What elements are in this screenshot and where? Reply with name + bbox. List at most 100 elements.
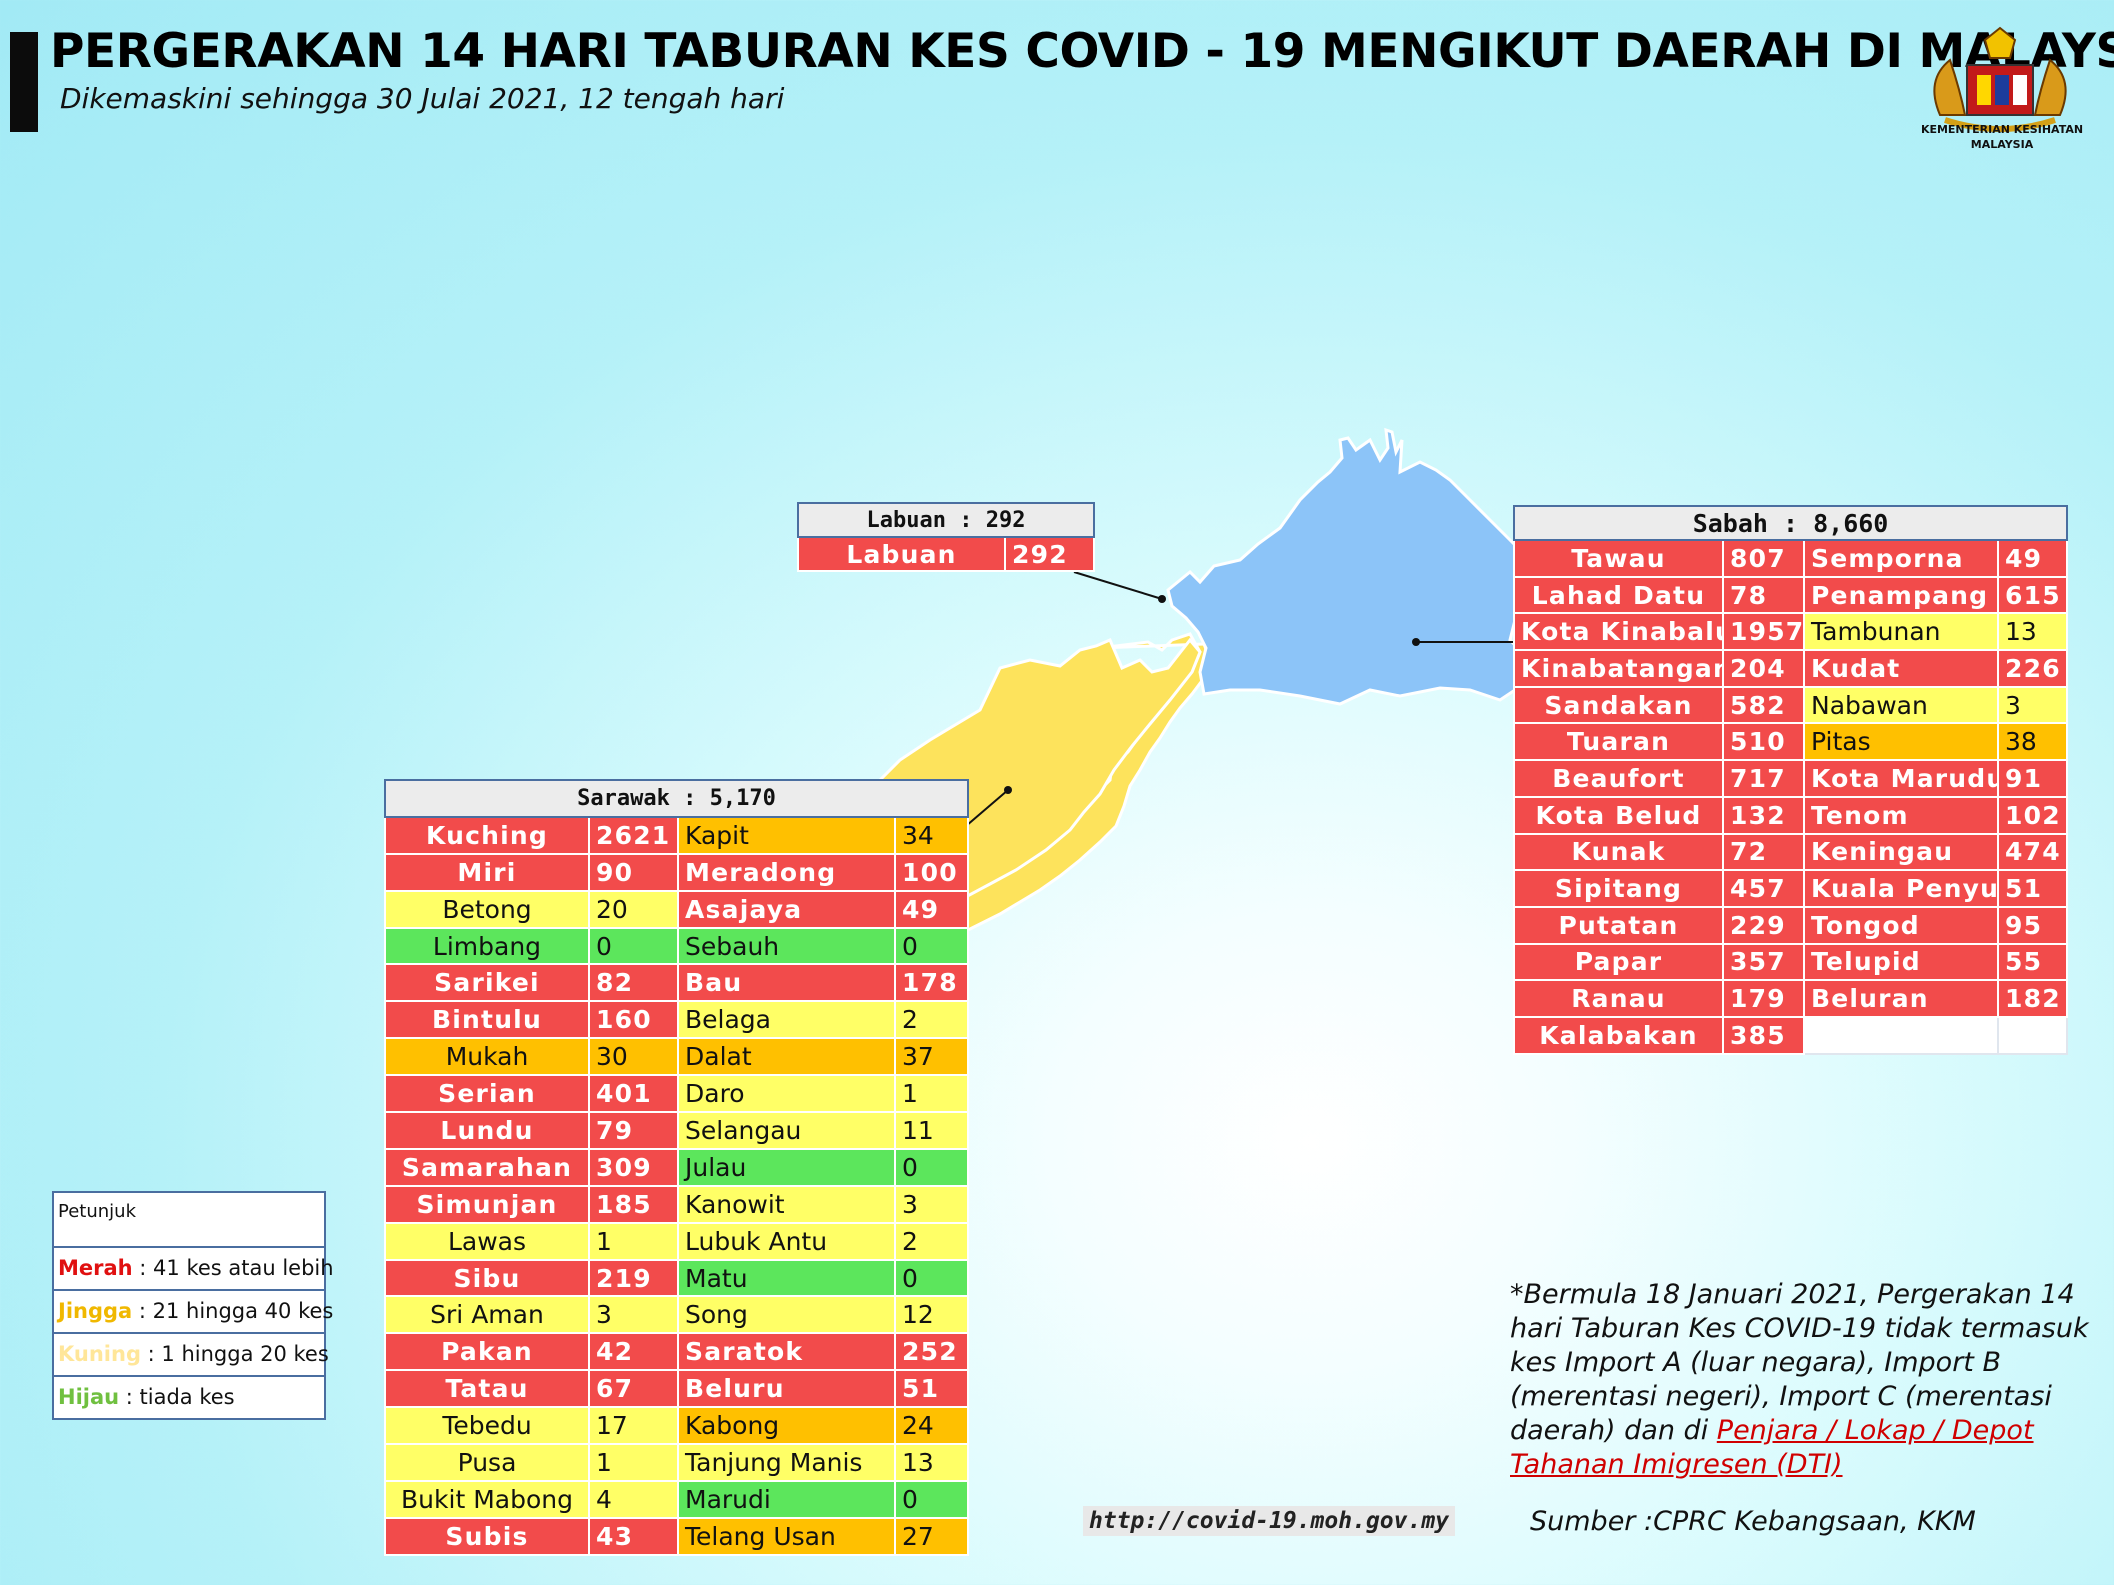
case-count: 30 — [588, 1037, 679, 1077]
case-count: 3 — [894, 1184, 969, 1224]
district-name: Sri Aman — [384, 1295, 590, 1335]
district-name: Tawau — [1513, 539, 1724, 578]
case-count: 0 — [894, 926, 969, 966]
district-name: Kudat — [1803, 649, 1999, 688]
case-count: 182 — [1996, 979, 2069, 1018]
footnote-link[interactable]: Penjara / Lokap / Depot Tahanan Imigrese… — [1510, 1415, 2034, 1480]
legend-item: Merah : 41 kes atau lebih — [54, 1246, 334, 1289]
case-count: 178 — [894, 963, 969, 1003]
table-row: Putatan 229 Tongod 95 — [1513, 905, 2069, 945]
case-count: 2 — [894, 1221, 969, 1261]
case-count: 204 — [1722, 649, 1805, 688]
district-name: Sarikei — [384, 963, 590, 1003]
labuan-marker — [1158, 595, 1166, 603]
case-count: 37 — [894, 1037, 969, 1077]
table-row: Tebedu 17 Kabong 24 — [384, 1406, 969, 1446]
case-count: 292 — [1003, 536, 1096, 572]
table-row: Serian 401 Daro 1 — [384, 1074, 969, 1114]
case-count: 51 — [1996, 869, 2069, 908]
title-accent-bar — [10, 32, 38, 132]
district-name: Telang Usan — [677, 1516, 896, 1556]
district-name: Marudi — [677, 1479, 896, 1519]
case-count: 807 — [1722, 539, 1805, 578]
case-count: 1 — [588, 1221, 679, 1261]
empty-cell — [1996, 1015, 2069, 1055]
district-name: Tenom — [1803, 795, 1999, 835]
district-name: Kanowit — [677, 1184, 896, 1224]
legend-color-label: Kuning — [58, 1342, 141, 1366]
page-title: PERGERAKAN 14 HARI TABURAN KES COVID - 1… — [50, 24, 2114, 79]
case-count: 185 — [588, 1184, 679, 1224]
case-count: 2621 — [588, 815, 679, 855]
district-name: Kalabakan — [1513, 1015, 1724, 1055]
table-row: Kota Belud 132 Tenom 102 — [1513, 795, 2069, 835]
district-name: Kapit — [677, 815, 896, 855]
case-count: 11 — [894, 1111, 969, 1150]
table-row: Kuching 2621 Kapit 34 — [384, 815, 969, 855]
case-count: 457 — [1722, 869, 1805, 908]
table-row: Miri 90 Meradong 100 — [384, 852, 969, 892]
district-name: Pitas — [1803, 722, 1999, 762]
legend-color-label: Jingga — [58, 1299, 133, 1323]
case-count: 0 — [894, 1147, 969, 1187]
legend-color-label: Hijau — [58, 1385, 120, 1409]
district-name: Tuaran — [1513, 722, 1724, 762]
district-name: Belaga — [677, 1000, 896, 1040]
case-count: 82 — [588, 963, 679, 1003]
district-name: Asajaya — [677, 889, 896, 929]
website-url[interactable]: http://covid-19.moh.gov.my — [1083, 1506, 1456, 1536]
table-row: Kota Kinabalu 1957 Tambunan 13 — [1513, 612, 2069, 652]
sabah-table-header: Sabah : 8,660 — [1512, 505, 2069, 541]
legend-color-label: Merah — [58, 1256, 133, 1280]
case-count: 49 — [894, 889, 969, 929]
legend-description: : 21 hingga 40 kes — [132, 1299, 334, 1323]
case-count: 90 — [588, 852, 679, 892]
case-count: 79 — [588, 1111, 679, 1150]
case-count: 91 — [1996, 759, 2069, 798]
case-count: 17 — [588, 1406, 679, 1446]
district-name: Papar — [1513, 942, 1724, 982]
case-count: 510 — [1722, 722, 1805, 762]
kkm-crest-logo — [1933, 26, 2067, 132]
case-count: 20 — [588, 889, 679, 929]
footnote-text: *Bermula 18 Januari 2021, Pergerakan 14 … — [1510, 1279, 2089, 1446]
case-count: 252 — [894, 1332, 969, 1372]
case-count: 42 — [588, 1332, 679, 1372]
legend-description: : tiada kes — [119, 1385, 235, 1409]
case-count: 1957 — [1722, 612, 1805, 652]
district-name: Lawas — [384, 1221, 590, 1261]
sarawak-table: Sarawak : 5,170 Kuching 2621 Kapit 34 Miri 90 M… — [384, 779, 969, 1556]
district-name: Selangau — [677, 1111, 896, 1150]
table-row: Papar 357 Telupid 55 — [1513, 942, 2069, 982]
district-name: Serian — [384, 1074, 590, 1114]
case-count: 100 — [894, 852, 969, 892]
case-count: 12 — [894, 1295, 969, 1335]
district-name: Pakan — [384, 1332, 590, 1372]
district-name: Kabong — [677, 1406, 896, 1446]
case-count: 219 — [588, 1258, 679, 1298]
case-count: 615 — [1996, 575, 2069, 615]
table-row: Sarikei 82 Bau 178 — [384, 963, 969, 1003]
case-count: 95 — [1996, 905, 2069, 945]
district-name: Lubuk Antu — [677, 1221, 896, 1261]
case-count: 309 — [588, 1147, 679, 1187]
table-row: Lundu 79 Selangau 11 — [384, 1111, 969, 1150]
case-count: 0 — [894, 1479, 969, 1519]
district-name: Tebedu — [384, 1406, 590, 1446]
footnote: *Bermula 18 Januari 2021, Pergerakan 14 … — [1510, 1278, 2105, 1482]
district-name: Daro — [677, 1074, 896, 1114]
district-name: Sebauh — [677, 926, 896, 966]
table-row: Kinabatangan 204 Kudat 226 — [1513, 649, 2069, 688]
sarawak-marker — [1004, 786, 1012, 794]
district-name: Bintulu — [384, 1000, 590, 1040]
district-name: Mukah — [384, 1037, 590, 1077]
case-count: 78 — [1722, 575, 1805, 615]
district-name: Lahad Datu — [1513, 575, 1724, 615]
district-name: Meradong — [677, 852, 896, 892]
district-name: Tongod — [1803, 905, 1999, 945]
logo-caption: KEMENTERIAN KESIHATAN MALAYSIA — [1905, 122, 2099, 152]
district-name: Lundu — [384, 1111, 590, 1150]
sabah-region — [1166, 427, 1542, 706]
case-count: 160 — [588, 1000, 679, 1040]
page-subtitle: Dikemaskini sehingga 30 Julai 2021, 12 t… — [60, 82, 785, 115]
